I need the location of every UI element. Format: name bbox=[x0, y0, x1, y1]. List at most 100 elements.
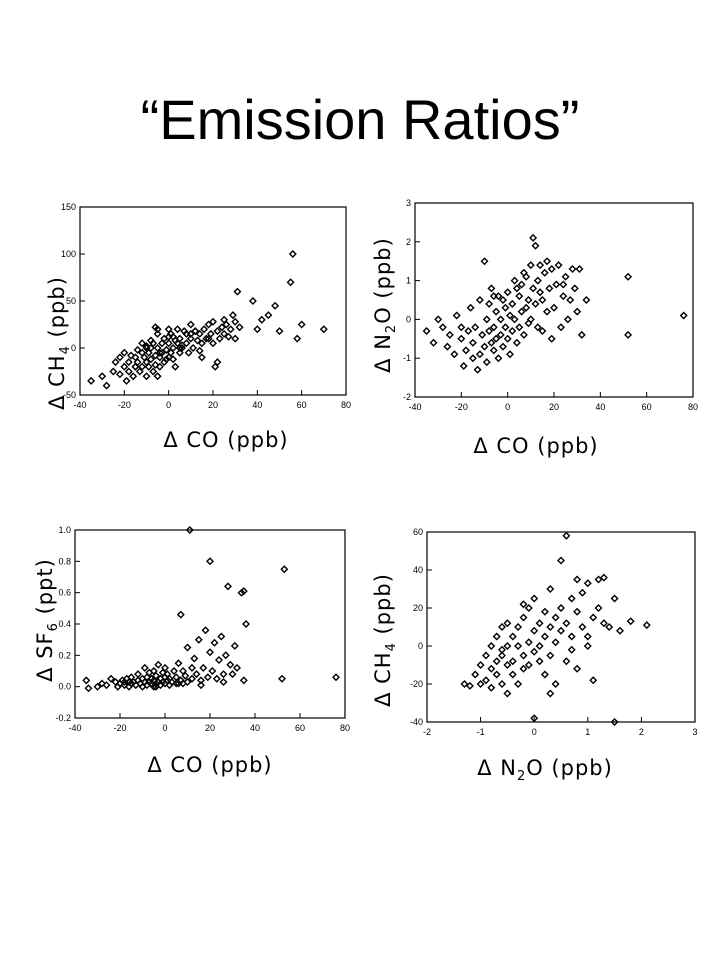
data-point bbox=[524, 319, 533, 328]
data-point bbox=[84, 684, 93, 693]
data-point bbox=[286, 278, 295, 287]
data-point bbox=[583, 632, 592, 641]
data-point bbox=[197, 339, 206, 348]
data-point bbox=[480, 342, 489, 351]
data-point bbox=[475, 296, 484, 304]
data-point bbox=[175, 344, 184, 352]
ylabel-n2o: Δ N2O (ppb) bbox=[371, 237, 399, 373]
x-tick-label: -40 bbox=[68, 723, 81, 733]
ylabel-ch4: Δ CH4 (ppb) bbox=[371, 573, 399, 707]
data-point bbox=[543, 307, 551, 316]
data-point bbox=[213, 358, 222, 367]
data-point bbox=[124, 367, 133, 376]
data-point bbox=[172, 673, 181, 682]
x-tick-label: -2 bbox=[423, 727, 431, 737]
data-point bbox=[547, 334, 556, 343]
y-tick-label: 1.0 bbox=[58, 525, 71, 535]
data-point bbox=[452, 311, 461, 320]
data-point bbox=[594, 575, 603, 584]
data-point bbox=[540, 670, 549, 679]
slide-title: “Emission Ratios” bbox=[140, 88, 580, 151]
data-point bbox=[503, 689, 512, 698]
data-point bbox=[153, 372, 162, 381]
data-point bbox=[93, 682, 102, 691]
data-point bbox=[201, 626, 210, 635]
data-point bbox=[182, 339, 191, 348]
x-tick-label: 2 bbox=[639, 727, 644, 737]
data-point bbox=[519, 664, 528, 673]
data-point bbox=[122, 376, 131, 385]
data-point bbox=[557, 323, 565, 332]
data-point bbox=[485, 327, 494, 335]
data-point bbox=[175, 334, 184, 343]
data-point bbox=[173, 325, 182, 334]
data-point bbox=[566, 296, 575, 304]
data-point bbox=[478, 330, 487, 339]
data-point bbox=[264, 311, 273, 320]
y-tick-label: 0.8 bbox=[58, 556, 71, 566]
data-point bbox=[460, 680, 469, 688]
y-tick-label: -50 bbox=[63, 390, 76, 400]
data-point bbox=[217, 632, 226, 641]
data-point bbox=[192, 670, 201, 679]
scatter-co-n2o: Δ N2O (ppb) -40 -20 0 20 40 60 80 -2 -1 0 1 2 3 Δ C… bbox=[371, 198, 698, 458]
data-points bbox=[460, 531, 651, 726]
data-point bbox=[231, 317, 240, 326]
data-point bbox=[550, 303, 558, 312]
data-point bbox=[208, 667, 217, 675]
y-tick-label: -20 bbox=[410, 679, 423, 689]
data-point bbox=[155, 362, 164, 371]
data-point bbox=[239, 676, 248, 685]
data-point bbox=[468, 338, 477, 347]
data-point bbox=[183, 643, 192, 652]
data-point bbox=[224, 332, 233, 341]
data-point bbox=[464, 327, 473, 335]
data-point bbox=[578, 588, 587, 597]
plot-frame bbox=[414, 202, 694, 398]
data-point bbox=[498, 623, 506, 631]
data-point bbox=[535, 619, 544, 628]
data-point bbox=[524, 604, 533, 612]
data-point bbox=[120, 348, 129, 357]
data-point bbox=[186, 329, 195, 338]
data-point bbox=[554, 261, 563, 270]
data-point bbox=[155, 348, 164, 357]
data-point bbox=[162, 355, 171, 364]
data-point bbox=[480, 257, 489, 266]
data-point bbox=[551, 613, 560, 622]
data-point bbox=[531, 241, 540, 250]
data-point bbox=[217, 323, 226, 332]
data-point bbox=[557, 604, 565, 612]
data-point bbox=[209, 317, 217, 326]
data-point bbox=[519, 613, 528, 622]
plot-area: -40 -20 0 20 40 60 80 -0.2 0.0 0.2 0.4 0.6 0.8 1.0 bbox=[55, 525, 350, 733]
data-point bbox=[466, 303, 475, 312]
data-point bbox=[288, 250, 297, 258]
x-tick-label: 60 bbox=[297, 400, 307, 410]
data-point bbox=[193, 336, 202, 345]
y-tick-label: -0.2 bbox=[55, 713, 71, 723]
data-point bbox=[188, 663, 196, 672]
x-tick-label: 40 bbox=[252, 400, 262, 410]
data-points bbox=[82, 526, 340, 693]
data-point bbox=[494, 354, 503, 363]
data-point bbox=[278, 674, 286, 683]
data-point bbox=[186, 334, 195, 343]
data-point bbox=[512, 284, 521, 293]
data-point bbox=[546, 651, 555, 660]
data-point bbox=[171, 362, 180, 371]
x-tick-label: 1 bbox=[585, 727, 590, 737]
x-tick-label: -1 bbox=[477, 727, 485, 737]
data-point bbox=[573, 575, 582, 584]
y-tick-label: 0 bbox=[406, 314, 411, 324]
data-point bbox=[174, 659, 183, 668]
data-point bbox=[589, 676, 598, 685]
data-point bbox=[169, 355, 178, 364]
data-point bbox=[152, 671, 160, 680]
data-point bbox=[173, 339, 182, 348]
y-tick-label: 40 bbox=[413, 565, 423, 575]
data-point bbox=[82, 676, 91, 685]
data-point bbox=[434, 315, 443, 324]
data-point bbox=[184, 348, 193, 357]
data-point bbox=[567, 645, 576, 654]
